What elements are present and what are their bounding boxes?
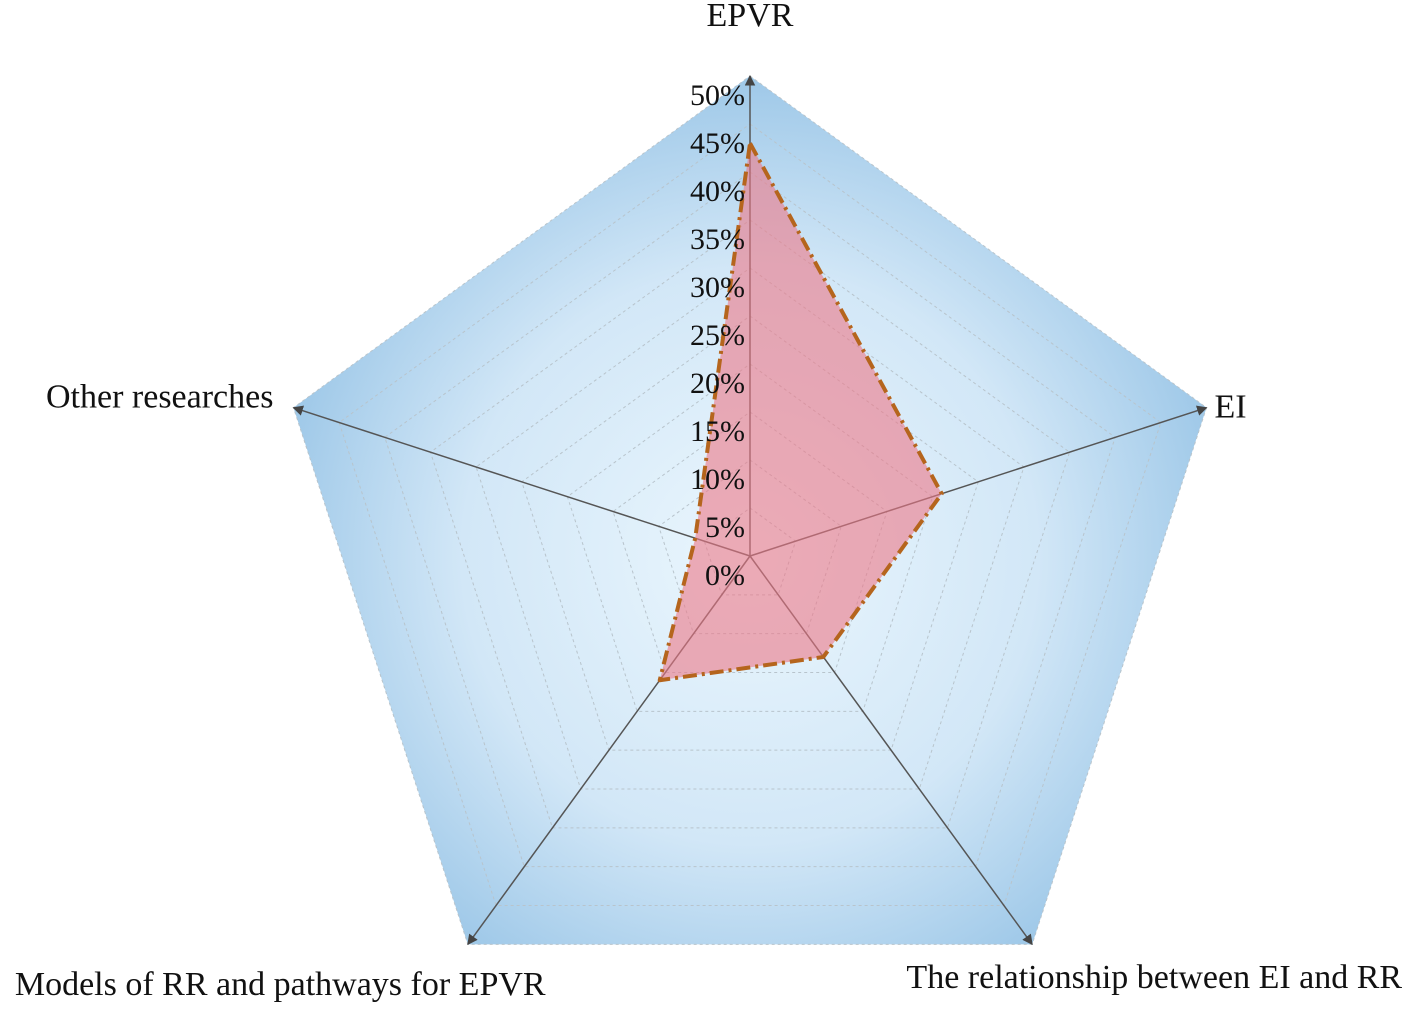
grid-ring — [521, 315, 979, 751]
r-tick-label: 15% — [690, 415, 745, 448]
radar-area — [657, 141, 944, 683]
category-label: Models of RR and pathways for EPVR — [15, 966, 546, 1003]
r-tick-label: 5% — [705, 511, 745, 544]
category-label: Other researches — [46, 378, 273, 415]
axis-line — [292, 405, 751, 557]
grid-ring — [384, 171, 1116, 868]
r-tick-label: 10% — [690, 463, 745, 496]
r-tick-label: 50% — [690, 79, 745, 112]
grid-ring — [475, 267, 1025, 790]
r-tick-label: 0% — [705, 559, 745, 592]
grid-ring — [292, 75, 1208, 945]
category-label: The relationship between EI and RR — [906, 959, 1402, 996]
grid-ring — [429, 219, 1071, 829]
r-tick-label: 20% — [690, 367, 745, 400]
r-tick-label: 30% — [690, 271, 745, 304]
category-label: EI — [1215, 388, 1247, 425]
r-tick-label: 40% — [690, 175, 745, 208]
r-tick-label: 35% — [690, 223, 745, 256]
category-label: EPVR — [707, 0, 794, 34]
r-tick-label: 45% — [690, 127, 745, 160]
r-tick-label: 25% — [690, 319, 745, 352]
